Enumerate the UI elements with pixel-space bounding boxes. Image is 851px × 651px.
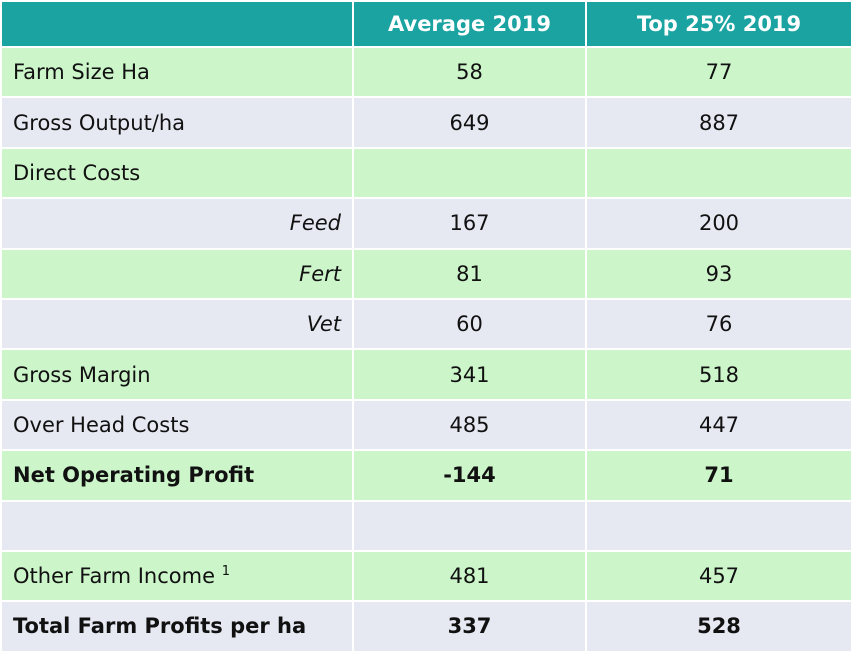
value-cell: 77	[585, 45, 851, 99]
table-row: Total Farm Profits per ha 337 528	[0, 600, 851, 651]
value-cell: -144	[352, 449, 587, 502]
column-header: Top 25% 2019	[585, 0, 851, 48]
value-cell: 81	[352, 247, 587, 300]
table-row: Feed 167 200	[0, 197, 851, 250]
value-cell: 649	[352, 96, 587, 149]
row-label: Farm Size Ha	[0, 45, 354, 99]
table-row: Net Operating Profit -144 71	[0, 449, 851, 502]
row-label: Vet	[0, 297, 354, 351]
value-cell: 887	[585, 96, 851, 149]
row-label	[0, 499, 354, 552]
table-row: Over Head Costs 485 447	[0, 398, 851, 452]
row-label-text: Gross Output/ha	[13, 110, 186, 135]
value-cell: 200	[585, 197, 851, 250]
row-label: Gross Output/ha	[0, 96, 354, 149]
value-cell: 60	[352, 297, 587, 351]
row-label: Over Head Costs	[0, 398, 354, 452]
header-row: Average 2019 Top 25% 2019	[0, 0, 851, 48]
value-cell: 481	[352, 549, 587, 603]
row-label: Other Farm Income 1	[0, 549, 354, 603]
value-cell: 518	[585, 348, 851, 401]
table-row: Farm Size Ha 58 77	[0, 45, 851, 99]
table-row	[0, 499, 851, 552]
row-label-text: Net Operating Profit	[13, 463, 255, 488]
value-cell: 58	[352, 45, 587, 99]
footnote-marker: 1	[221, 564, 230, 580]
value-cell: 457	[585, 549, 851, 603]
value-cell	[585, 146, 851, 200]
row-label-text: Direct Costs	[13, 160, 141, 185]
row-label-text: Other Farm Income	[13, 564, 215, 589]
table-body: Farm Size Ha 58 77 Gross Output/ha 649 887 Dir…	[0, 45, 851, 651]
row-label: Fert	[0, 247, 354, 300]
row-label: Feed	[0, 197, 354, 250]
table-row: Direct Costs	[0, 146, 851, 200]
table-row: Fert 81 93	[0, 247, 851, 300]
value-cell: 93	[585, 247, 851, 300]
row-label-text: Over Head Costs	[13, 412, 190, 437]
table-row: Other Farm Income 1 481 457	[0, 549, 851, 603]
row-label-text: Farm Size Ha	[13, 60, 150, 85]
value-cell: 167	[352, 197, 587, 250]
value-cell: 528	[585, 600, 851, 651]
row-label-text: Fert	[299, 261, 341, 286]
value-cell	[352, 499, 587, 552]
value-cell: 447	[585, 398, 851, 452]
value-cell: 341	[352, 348, 587, 401]
row-label-text: Feed	[289, 211, 341, 236]
value-cell	[352, 146, 587, 200]
row-label-text: Vet	[306, 312, 341, 337]
table-row: Gross Margin 341 518	[0, 348, 851, 401]
value-cell: 71	[585, 449, 851, 502]
value-cell	[585, 499, 851, 552]
value-cell: 485	[352, 398, 587, 452]
table-row: Vet 60 76	[0, 297, 851, 351]
row-label: Total Farm Profits per ha	[0, 600, 354, 651]
row-label: Gross Margin	[0, 348, 354, 401]
row-label-text: Total Farm Profits per ha	[13, 614, 307, 639]
value-cell: 337	[352, 600, 587, 651]
header-blank	[0, 0, 354, 48]
table-row: Gross Output/ha 649 887	[0, 96, 851, 149]
column-header: Average 2019	[352, 0, 587, 48]
row-label-text: Gross Margin	[13, 362, 151, 387]
value-cell: 76	[585, 297, 851, 351]
row-label: Direct Costs	[0, 146, 354, 200]
row-label: Net Operating Profit	[0, 449, 354, 502]
